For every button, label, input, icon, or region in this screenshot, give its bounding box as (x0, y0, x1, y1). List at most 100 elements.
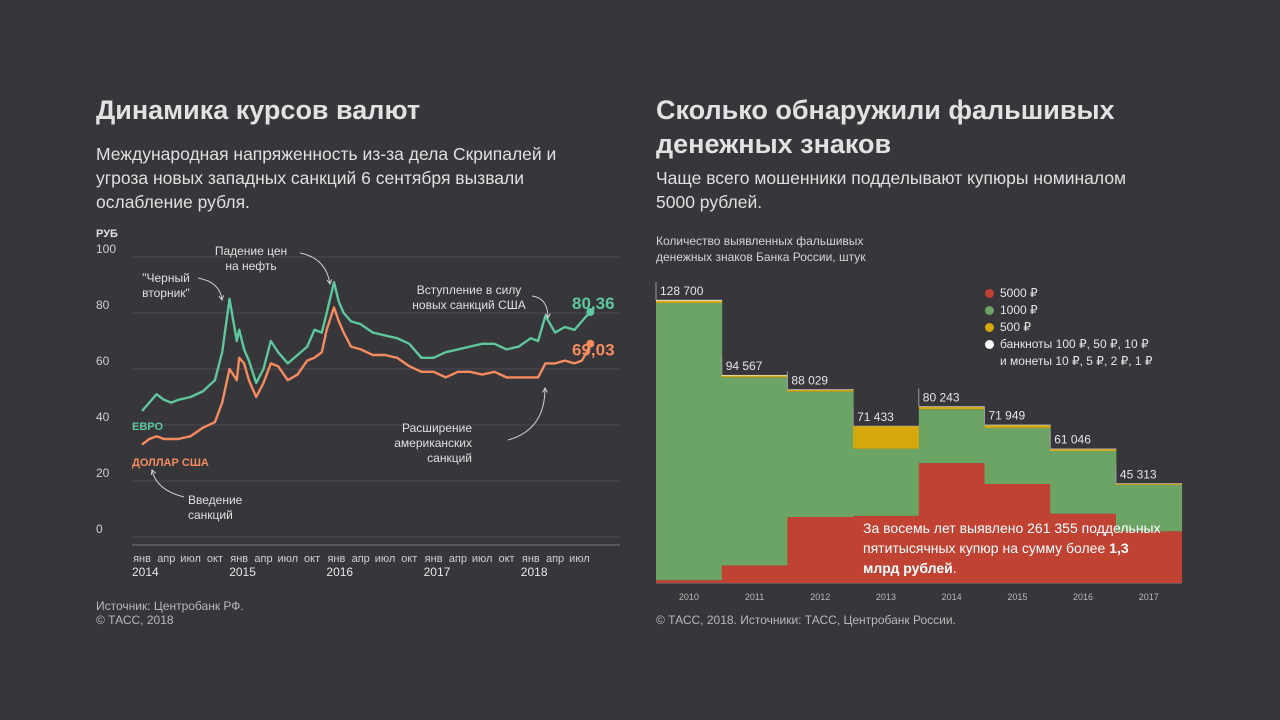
line-chart-grid (132, 256, 620, 538)
annotation-text: санкций (427, 451, 472, 465)
usd-line (141, 306, 592, 446)
bar-2014-seg-1000 (918, 409, 985, 464)
counterfeit-bar-chart: 128 700 2010 94 567 2011 88 029 2012 71 433 201… (655, 281, 1183, 602)
right-title: Сколько обнаружили фальшивых денежных зн… (656, 95, 1115, 159)
x-tick-year: 2017 (424, 565, 451, 579)
bar-year-label: 2012 (810, 592, 830, 602)
x-tick-month: апр (254, 553, 272, 565)
bar-2016-seg-1000 (1050, 451, 1117, 514)
bar-2013-seg-500 (853, 426, 920, 449)
bar-2010-seg-5000 (656, 580, 723, 583)
bar-legend: 5000 ₽ 1000 ₽ 500 ₽ банкноты 100 ₽, 50 ₽… (985, 285, 1153, 370)
note-text: За восемь лет выявлено 261 355 поддельны… (863, 520, 1161, 556)
bar-2017-seg-5000 (1115, 531, 1183, 583)
bar-total-label: 88 029 (791, 373, 828, 387)
bar-2015-seg-1000 (984, 427, 1051, 484)
annotation-text: вторник" (142, 286, 190, 300)
y-tick-label: 40 (96, 410, 110, 424)
annotation-arrow (197, 277, 223, 301)
bar-2015-seg-5000 (984, 484, 1051, 583)
bar-chart-labels: 128 700 2010 94 567 2011 88 029 2012 71 433 201… (655, 281, 1182, 602)
annotation-text: американских (394, 436, 472, 450)
legend-500-dot (985, 323, 994, 332)
legend-other: банкноты 100 ₽, 50 ₽, 10 ₽ и монеты 10 ₽… (985, 336, 1153, 370)
x-tick-month: янв (425, 553, 443, 565)
bar-total-label: 45 313 (1120, 467, 1157, 481)
bar-2010-seg-500 (656, 300, 723, 303)
bar-2016-seg-5000 (1050, 513, 1117, 583)
euro-line (141, 281, 592, 412)
line-chart-series: 80,36 69,03 ЕВРО ДОЛЛАР США (132, 281, 615, 469)
bar-2013-seg-1000 (853, 448, 920, 516)
bar-chart-bars (656, 299, 1183, 583)
bar-year-label: 2014 (942, 592, 962, 602)
x-tick-year: 2018 (521, 565, 548, 579)
note-suffix: . (952, 560, 957, 576)
annotation-arrow (299, 252, 331, 285)
y-tick-label: 20 (96, 466, 110, 480)
x-tick-month: окт (401, 553, 417, 565)
legend-other-dot (985, 340, 994, 349)
x-tick-year: 2016 (326, 565, 353, 579)
annotation-text: Падение цен (215, 244, 287, 258)
x-tick-month: окт (304, 553, 320, 565)
annotation-arrowhead (542, 386, 548, 393)
x-tick-month: янв (522, 553, 540, 565)
left-source: Источник: Центробанк РФ. (96, 599, 244, 613)
legend-1000-label: 1000 ₽ (1000, 303, 1038, 317)
x-tick-year: 2014 (132, 565, 159, 579)
bar-2017-seg-1000 (1115, 484, 1183, 532)
bar-2011-seg-1000 (721, 377, 788, 566)
bar-total-label: 94 567 (726, 359, 763, 373)
x-tick-month: янв (327, 553, 345, 565)
x-tick-month: окт (498, 553, 514, 565)
annotation-arrowhead (326, 279, 333, 286)
bar-2015-seg-500 (984, 425, 1051, 428)
left-subtitle: Международная напряженность из-за дела С… (96, 144, 557, 212)
legend-500-label: 500 ₽ (1000, 320, 1031, 334)
euro-line-end-label: 80,36 (572, 294, 615, 313)
left-copyright: © ТАСС, 2018 (96, 613, 174, 627)
bar-chart-note: За восемь лет выявлено 261 355 поддельны… (863, 518, 1163, 578)
euro-line-end-point (586, 307, 595, 316)
bar-2010-seg-other (656, 299, 723, 301)
x-tick-month: июл (472, 553, 493, 565)
bar-year-label: 2015 (1007, 592, 1027, 602)
legend-1000-dot (985, 306, 994, 315)
usd-line-end-point (586, 339, 595, 348)
bar-2010-seg-1000 (656, 302, 723, 581)
legend-1000: 1000 ₽ (985, 302, 1153, 319)
bar-2016-seg-500 (1050, 449, 1117, 451)
bar-2014-seg-5000 (918, 463, 985, 583)
annotation-text: санкций (188, 508, 233, 522)
bar-2011-seg-other (721, 374, 788, 376)
annotation-arrowhead (218, 295, 225, 302)
x-tick-month: апр (546, 553, 564, 565)
left-title: Динамика курсов валют (96, 95, 421, 125)
x-tick-year: 2015 (229, 565, 256, 579)
usd-series-label: ДОЛЛАР США (132, 457, 209, 469)
annotation-text: Вступление в силу (417, 283, 522, 297)
bar-2011-seg-500 (721, 375, 788, 378)
legend-other-line2: и монеты 10 ₽, 5 ₽, 2 ₽, 1 ₽ (1000, 354, 1153, 368)
euro-series-label: ЕВРО (132, 421, 163, 433)
bar-2012-seg-1000 (787, 391, 854, 517)
x-tick-month: июл (569, 553, 590, 565)
annotation-text: "Черный (142, 271, 190, 285)
note-bold: 1,3 млрд рублей (863, 540, 1129, 576)
bar-2012-seg-500 (787, 389, 854, 392)
annotation-arrowhead (545, 313, 551, 320)
bar-2015-seg-other (984, 424, 1051, 426)
legend-5000: 5000 ₽ (985, 285, 1153, 302)
y-tick-label: 100 (96, 242, 116, 256)
legend-other-label: банкноты 100 ₽, 50 ₽, 10 ₽ и монеты 10 ₽… (1000, 336, 1153, 370)
bar-2012-seg-5000 (787, 517, 854, 583)
annotation-arrow (507, 387, 546, 441)
bar-year-label: 2013 (876, 592, 896, 602)
legend-other-line1: банкноты 100 ₽, 50 ₽, 10 ₽ (1000, 337, 1149, 351)
legend-5000-label: 5000 ₽ (1000, 286, 1038, 300)
x-tick-month: апр (157, 553, 175, 565)
bar-2013-seg-5000 (853, 515, 920, 583)
